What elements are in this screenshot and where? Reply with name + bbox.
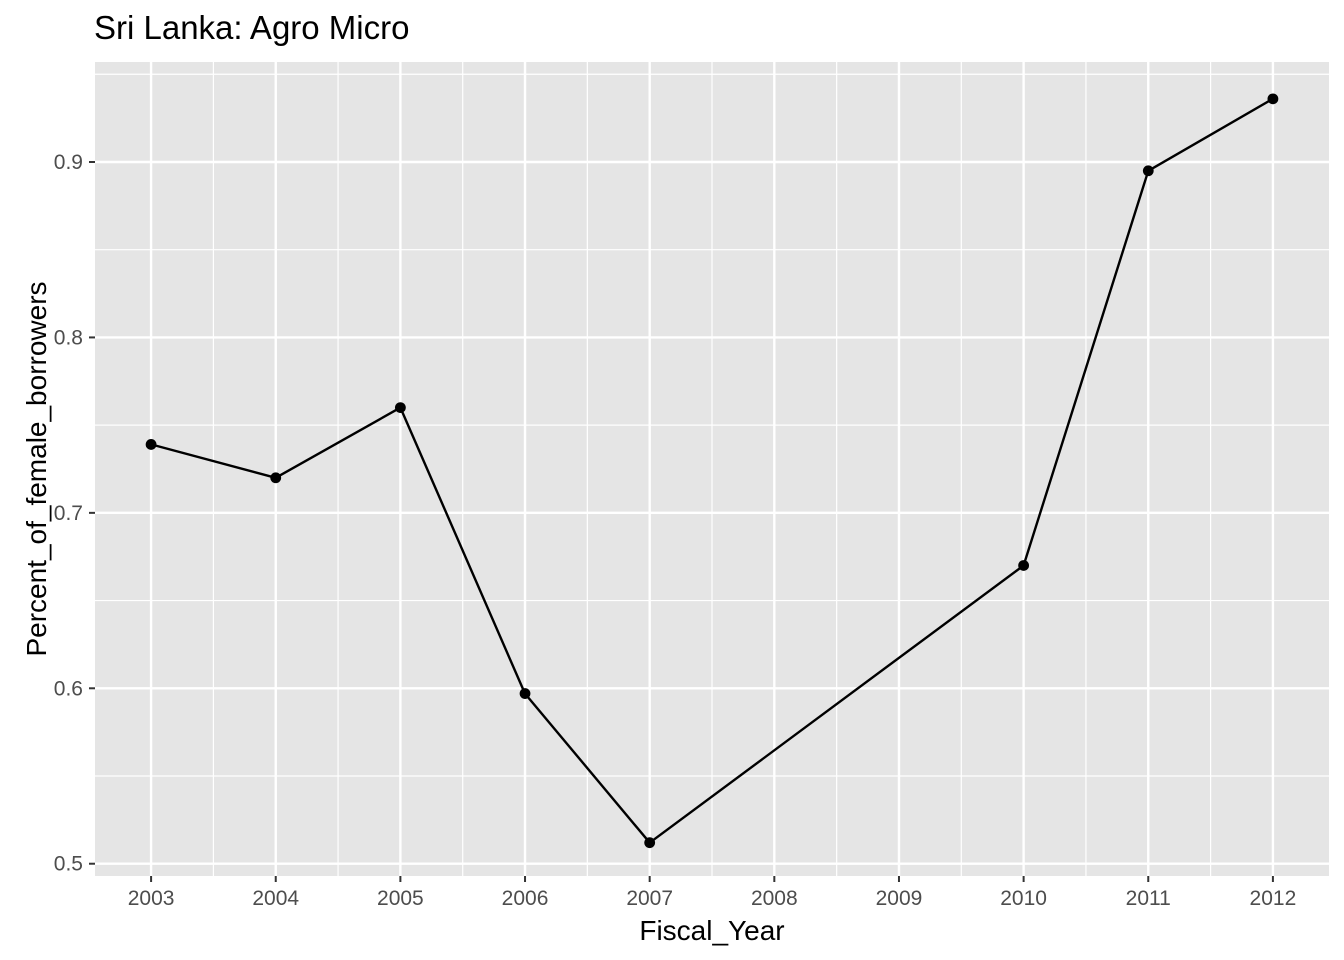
y-tick-label: 0.6 bbox=[54, 677, 83, 700]
series-line bbox=[150, 97, 1274, 844]
x-axis-title: Fiscal_Year bbox=[639, 915, 784, 946]
chart-title: Sri Lanka: Agro Micro bbox=[94, 9, 409, 46]
data-point bbox=[519, 688, 531, 699]
data-point bbox=[1142, 165, 1154, 177]
data-point bbox=[394, 402, 406, 413]
y-axis: 0.5 0.6 0.7 0.8 0.9 bbox=[54, 151, 95, 876]
series-layer bbox=[145, 93, 1279, 849]
x-tick-label: 2008 bbox=[751, 887, 798, 910]
data-point bbox=[270, 472, 282, 484]
y-tick-label: 0.9 bbox=[54, 151, 83, 174]
x-tick-label: 2010 bbox=[1000, 887, 1047, 910]
y-axis-title: Percent_of_female_borrowers bbox=[21, 281, 52, 656]
x-tick-label: 2006 bbox=[502, 887, 549, 910]
minor-gridlines bbox=[95, 62, 1329, 876]
x-tick-label: 2007 bbox=[626, 887, 673, 910]
major-gridlines bbox=[95, 62, 1329, 876]
x-tick-label: 2011 bbox=[1126, 887, 1171, 910]
data-point bbox=[145, 439, 157, 450]
x-tick-label: 2012 bbox=[1250, 887, 1297, 910]
data-point bbox=[1018, 560, 1030, 571]
y-tick-label: 0.7 bbox=[54, 502, 83, 525]
x-tick-label: 2009 bbox=[876, 887, 923, 910]
data-point bbox=[1267, 93, 1279, 105]
x-tick-label: 2005 bbox=[377, 887, 424, 910]
x-tick-label: 2004 bbox=[252, 887, 299, 910]
data-point bbox=[644, 837, 656, 849]
x-tick-label: 2003 bbox=[128, 887, 175, 910]
y-tick-label: 0.8 bbox=[54, 326, 83, 349]
y-tick-label: 0.5 bbox=[54, 853, 83, 876]
x-axis: 2003 2004 2005 2006 2007 2008 2009 2010 2011 2012 bbox=[128, 876, 1297, 910]
